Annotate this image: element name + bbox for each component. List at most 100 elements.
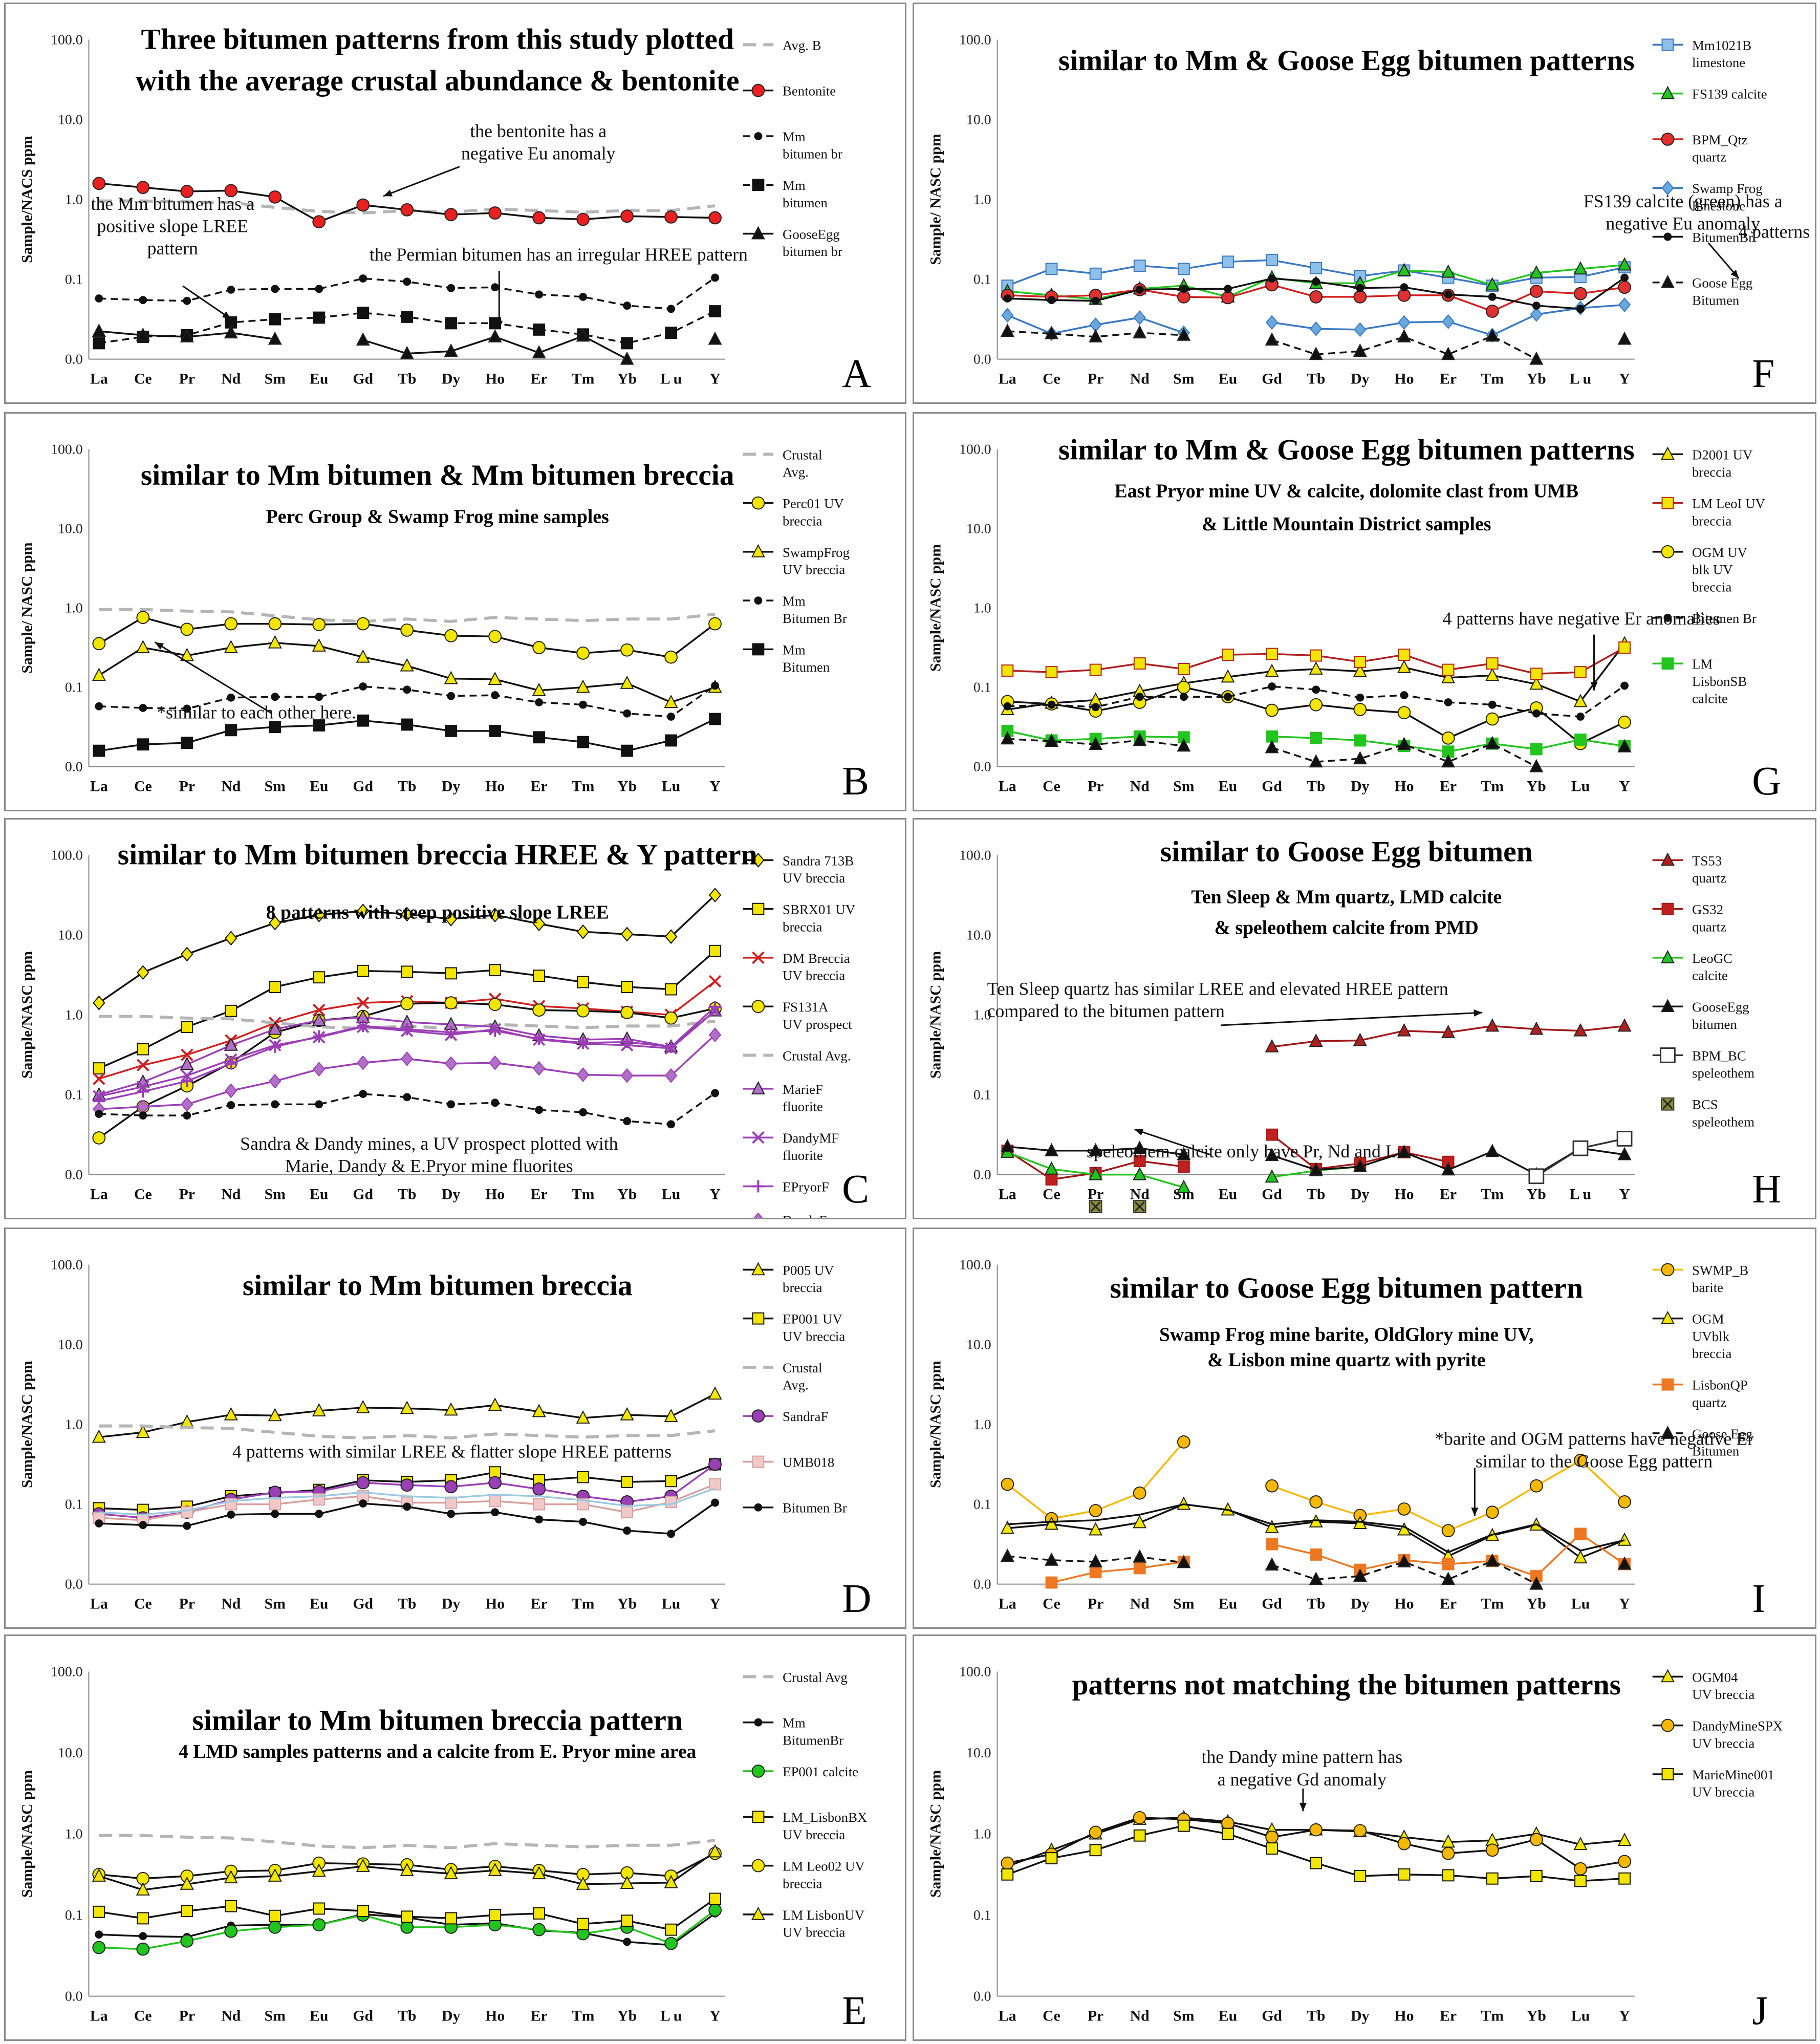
data-point: [664, 929, 678, 944]
series-crustal-avg: [99, 1834, 716, 1849]
legend-label: speleothem: [1692, 1065, 1754, 1081]
x-tick-label: Tm: [572, 1595, 595, 1612]
data-point: [444, 1866, 458, 1880]
x-tick-label: La: [999, 1595, 1016, 1612]
data-point: [136, 1942, 150, 1956]
y-tick-label: 10.0: [58, 521, 83, 536]
series-lisbonqp-quartz: [1045, 1527, 1631, 1589]
data-point: [227, 693, 235, 702]
data-point: [224, 640, 238, 653]
y-axis-label: Sample/NASC ppm: [927, 951, 944, 1079]
legend-label: Bitumen Br: [783, 1500, 847, 1516]
data-point: [1485, 1144, 1500, 1157]
x-tick-label: Er: [531, 1595, 548, 1612]
x-tick-label: Y: [1619, 370, 1630, 387]
data-point: [269, 1041, 281, 1053]
legend-marker: [1661, 1718, 1675, 1732]
data-point: [1133, 1829, 1146, 1842]
chart-svg: 0.0 0.1 1.0 10.0 100.0 Sample/ NASC ppm La Ce Pr…: [18, 441, 869, 804]
annotation: Sandra & Dandy mines, a UV prospect plot…: [240, 1133, 618, 1176]
legend-label: DandyMineSPX: [1692, 1718, 1783, 1734]
series-bentonite: [92, 177, 722, 229]
data-point: [709, 1478, 721, 1491]
data-point: [225, 724, 237, 737]
data-point: [1574, 1862, 1587, 1876]
data-point: [489, 724, 502, 737]
data-point: [1486, 657, 1499, 670]
data-point: [620, 643, 634, 657]
data-point: [313, 908, 326, 922]
legend-label: fluorite: [783, 1148, 823, 1163]
data-point: [1133, 1155, 1146, 1168]
legend-label: Crustal Avg.: [783, 1048, 851, 1063]
data-point: [1442, 1869, 1455, 1882]
legend-label: breccia: [1692, 513, 1731, 528]
data-point: [225, 1900, 237, 1912]
data-point: [1398, 649, 1411, 661]
chart-subtitle: Ten Sleep & Mm quartz, LMD calcite: [1191, 887, 1502, 908]
data-point: [1089, 1825, 1102, 1839]
data-point: [1573, 261, 1588, 275]
data-point: [1221, 669, 1235, 683]
data-point: [1045, 1576, 1058, 1589]
data-point: [1089, 1200, 1102, 1213]
data-point: [1265, 1830, 1279, 1844]
data-point: [95, 1110, 103, 1118]
data-point: [576, 1876, 590, 1890]
panel-letter: C: [842, 1167, 869, 1212]
data-point: [1177, 263, 1190, 275]
legend-entry: Crustal Avg.: [743, 1360, 822, 1393]
data-point: [181, 1506, 193, 1519]
x-tick-label: L u: [1570, 1186, 1591, 1202]
y-tick-label: 100.0: [959, 441, 991, 457]
x-tick-label: Y: [1619, 1595, 1630, 1612]
data-point: [1532, 302, 1541, 310]
data-point: [93, 1072, 105, 1085]
panel-letter: D: [842, 1576, 871, 1621]
data-point: [1133, 1167, 1147, 1180]
data-point: [1573, 1550, 1588, 1564]
data-point: [1573, 1023, 1588, 1037]
data-point: [620, 927, 634, 942]
data-point: [533, 1032, 546, 1045]
data-point: [621, 1914, 634, 1927]
data-point: [488, 329, 502, 342]
data-point: [576, 679, 590, 693]
x-tick-label: Tb: [1307, 2007, 1325, 2024]
y-tick-label: 100.0: [51, 441, 82, 457]
x-tick-label: Er: [531, 2007, 548, 2024]
data-point: [1044, 326, 1059, 339]
data-point: [271, 693, 279, 701]
x-tick-label: Tb: [1307, 778, 1325, 794]
legend-entry: Bitumen Br: [1652, 611, 1757, 626]
x-tick-label: Tb: [1307, 1595, 1325, 1612]
data-point: [136, 1425, 150, 1438]
y-tick-label: 100.0: [51, 1257, 82, 1273]
legend-label: LeoGC: [1692, 951, 1732, 966]
legend-entry: Bitumen Br: [743, 1500, 847, 1516]
chart-title: with the average crustal abundance & ben…: [136, 65, 740, 97]
series-swampfrog-uv-breccia: [92, 635, 722, 708]
data-point: [136, 611, 150, 625]
x-tick-label: Pr: [179, 1186, 195, 1202]
data-point: [1400, 283, 1409, 292]
data-point: [621, 1036, 634, 1048]
x-tick-label: Tm: [572, 370, 595, 387]
legend-label: MarieF: [783, 1082, 823, 1097]
annotation-text: Marie, Dandy & E.Pryor mine fluorites: [285, 1156, 573, 1176]
data-point: [224, 1037, 238, 1051]
legend-entry: LM_LisbonBX UV breccia: [743, 1810, 867, 1842]
data-point: [401, 311, 414, 323]
x-tick-label: Sm: [1173, 778, 1195, 794]
data-point: [315, 1100, 323, 1109]
data-point: [359, 1090, 367, 1098]
data-point: [1177, 1179, 1191, 1193]
data-point: [357, 964, 370, 977]
y-tick-label: 0.1: [65, 272, 83, 288]
y-tick-label: 0.1: [973, 1907, 991, 1923]
legend-marker: [751, 1081, 765, 1094]
data-point: [1133, 657, 1146, 670]
data-point: [181, 1075, 193, 1087]
data-point: [1265, 1519, 1279, 1533]
